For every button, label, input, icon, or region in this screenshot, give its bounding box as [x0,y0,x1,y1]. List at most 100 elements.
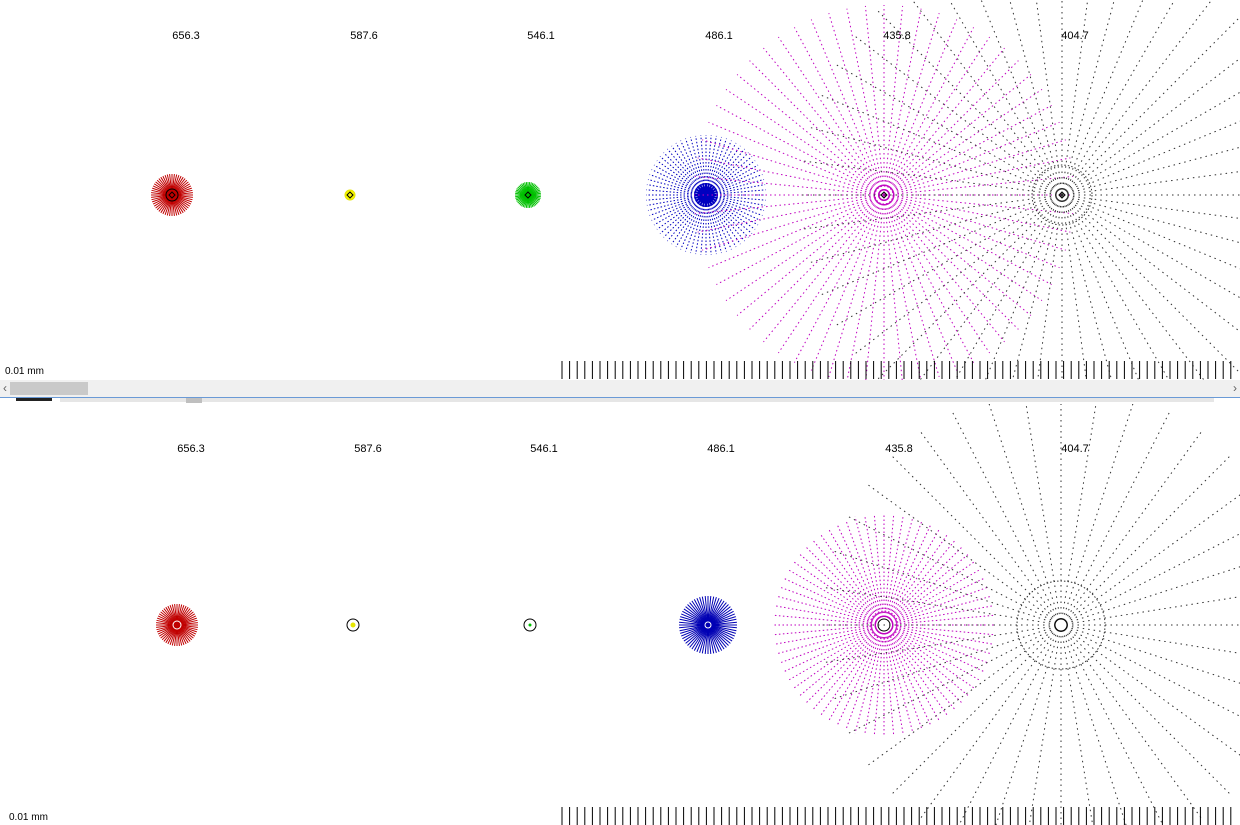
spot-ray [705,194,732,250]
spot-ray [883,624,971,698]
spot-ray [883,624,964,705]
spot-ray [948,0,1063,196]
spot-ray [883,624,995,645]
spot-ray [778,624,885,664]
spot-ray [1061,171,1240,196]
spot-ray [883,194,1074,215]
spot-diagram-bottom: 656.3 587.6 546.1 486.1 435.8 404.7 0.01… [0,404,1240,825]
spot-ray [883,552,971,626]
spot-ray [777,36,885,196]
spot-ray [883,194,903,380]
chief-ray-marker [346,191,354,199]
spot-ray [827,527,885,626]
horizontal-scrollbar[interactable]: ‹ › [0,380,1240,398]
spot-ray [705,194,756,230]
spot-ray [883,194,975,363]
spot-ray [883,157,1071,196]
spot-ray [883,624,904,736]
spot-ray [811,624,885,712]
spot-ray [786,568,885,626]
spot-ray [1061,194,1240,244]
spot-ray [988,404,1062,626]
scroll-left-icon[interactable]: ‹ [3,381,7,395]
spot-ray [705,194,722,254]
spot-ray [782,577,885,626]
spot-546-1 [528,623,532,627]
spot-546-1 [515,182,541,208]
spot-ray [705,140,732,196]
spot-ray [708,121,885,196]
scale-ruler [561,361,1232,379]
spot-ray [716,104,885,196]
spot-ray [828,13,885,196]
spot-ray [646,194,707,201]
spot-ray [883,13,940,196]
spot-ray [705,179,765,196]
spot-ray [797,624,885,698]
spot-ray [883,533,949,626]
spot-ray [700,135,707,196]
spot-ray [659,194,707,234]
scroll-right-icon[interactable]: › [1233,381,1237,395]
spot-ray [646,184,707,196]
spot-ray [705,174,763,196]
spot-ray [883,624,990,664]
spot-ray [1061,194,1240,219]
spot-ray [705,148,745,196]
spot-ray [883,624,923,731]
spot-ray [705,160,756,196]
spot-ray [984,194,1063,380]
spot-486-1 [646,135,766,255]
spot-ray [705,194,737,248]
wavelength-label: 404.7 [1061,443,1089,455]
spot-ray [1060,624,1240,684]
spot-486-1 [679,596,737,654]
spot-ray [705,194,712,255]
spot-ray [1037,194,1063,380]
spot-ray [883,624,996,636]
spot-ray [883,624,932,727]
spot-404-7 [821,404,1240,825]
spot-ray [883,194,958,371]
spot-ray [827,624,885,723]
spot-ray [773,605,885,626]
spot-ray [1061,194,1240,270]
scale-ruler [561,807,1232,825]
spot-ray [749,194,885,330]
spot-ray [883,194,922,380]
spot-ray [883,514,904,626]
spot-ray [675,194,707,248]
spot-ray [919,624,1062,820]
spot-ray [651,194,707,221]
spot-ray [680,194,707,250]
spot-ray [705,135,717,196]
chief-ray-marker [1058,191,1066,199]
scrollbar-thumb[interactable] [10,382,88,395]
airy-disk-circle [346,618,360,632]
spot-ray [883,194,1005,343]
spot-ray [919,430,1062,626]
spot-ray [821,95,1063,196]
spot-ray [705,135,712,196]
wavelength-label: 435.8 [885,443,913,455]
spot-ray [883,577,986,626]
spot-ray [702,194,885,251]
spot-ray [810,194,1063,263]
spot-ray [763,47,885,196]
spot-ray [836,624,885,727]
spot-ray [819,624,885,717]
panel-splitter[interactable] [0,398,1240,404]
spot-ray [725,194,885,302]
spot-ray [656,160,707,196]
spot-ray [705,145,741,196]
spot-ray [804,160,1063,196]
spot-ray [649,194,707,216]
spot-ray [705,194,766,201]
spot-ray [877,194,1063,380]
spot-ray [873,513,885,626]
splitter-artifact [60,398,1214,402]
splitter-artifact [186,398,202,403]
spot-ray [649,174,707,196]
spot-ray [823,624,1062,663]
spot-ray [705,142,737,196]
